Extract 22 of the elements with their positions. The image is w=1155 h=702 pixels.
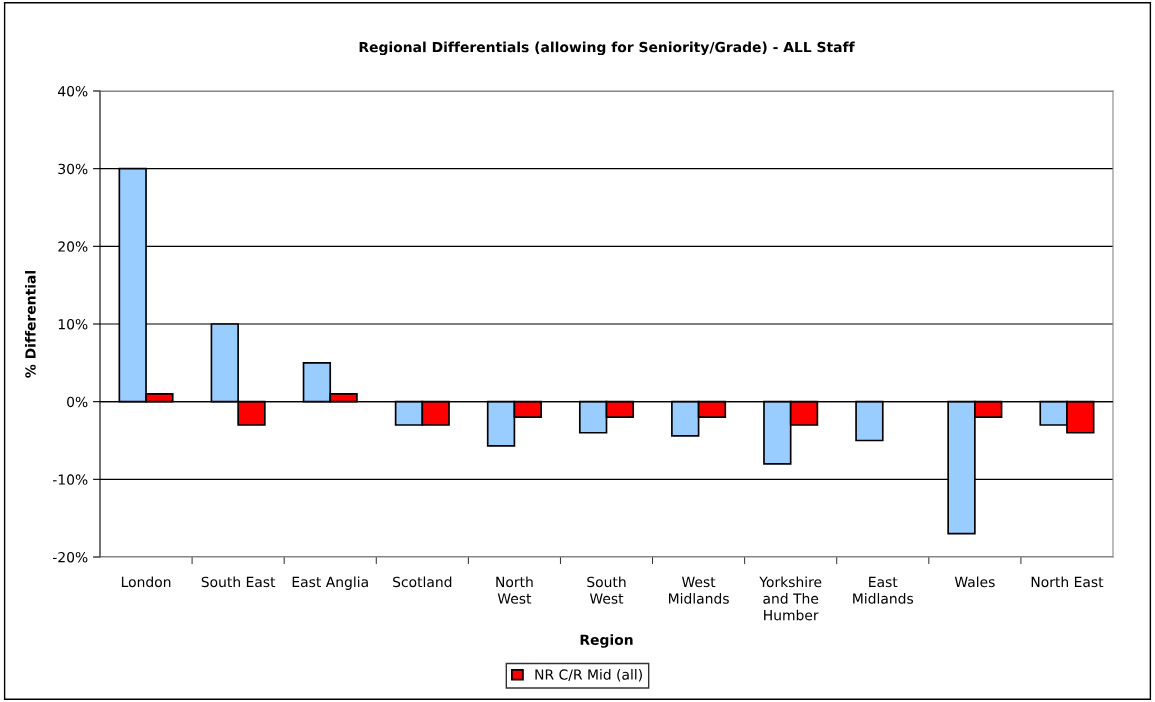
x-axis-title: Region	[580, 634, 633, 648]
x-tick-label: Yorkshire and The Humber	[759, 576, 822, 621]
x-tick-label: West Midlands	[669, 576, 729, 604]
x-tick-label: East Midlands	[853, 576, 914, 604]
legend-label: NR C/R Mid (all)	[535, 669, 642, 682]
x-tick-label: North West	[496, 576, 533, 604]
y-tick-label: 20%	[58, 241, 88, 252]
y-axis-title: % Differential	[24, 271, 36, 378]
x-tick-label: North East	[1031, 576, 1104, 588]
x-tick-label: London	[121, 576, 171, 588]
x-tick-label: South East	[201, 576, 276, 588]
y-tick-label: -20%	[52, 551, 88, 563]
y-tick-label: 10%	[58, 318, 88, 330]
x-tick-label: Wales	[954, 576, 995, 588]
chart-title: Regional Differentials (allowing for Seniority/Grade) - ALL Staff	[359, 41, 855, 56]
x-tick-label: Scotland	[393, 576, 452, 588]
y-tick-label: 40%	[58, 85, 88, 97]
y-tick-label: 0%	[67, 396, 88, 408]
x-tick-label: East Anglia	[292, 576, 368, 590]
x-tick-label: South West	[587, 576, 626, 604]
y-tick-label: -10%	[52, 474, 88, 485]
y-tick-label: 30%	[58, 163, 88, 175]
